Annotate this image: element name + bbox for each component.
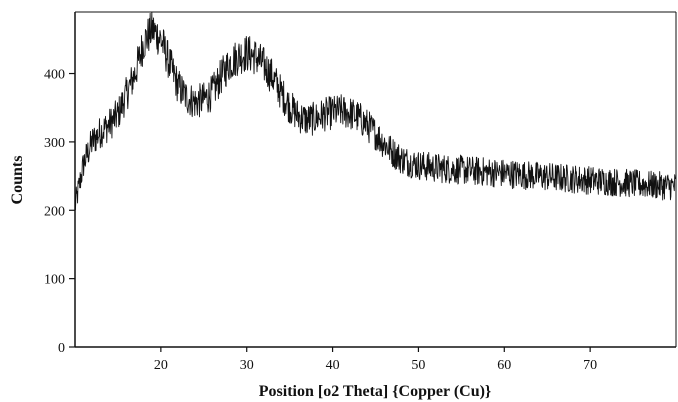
x-tick-label: 20 [154,358,168,373]
x-axis-title: Position [o2 Theta] {Copper (Cu)} [259,383,491,400]
x-tick-label: 60 [497,358,511,373]
axis-ticks: 20 30 40 50 60 70 0 100 200 300 400 [44,68,597,373]
y-tick-label: 200 [44,204,65,219]
plot-frame [74,11,677,348]
y-tick-label: 0 [58,341,65,356]
y-tick-label: 400 [44,68,65,83]
x-tick-label: 30 [240,358,254,373]
x-tick-label: 70 [583,358,597,373]
series-layer [74,11,677,211]
y-tick-label: 300 [44,136,65,151]
diffraction-series-line [74,11,677,211]
y-tick-label: 100 [44,273,65,288]
x-tick-label: 50 [411,358,425,373]
y-axis-title: Counts [9,156,26,205]
x-tick-label: 40 [326,358,340,373]
